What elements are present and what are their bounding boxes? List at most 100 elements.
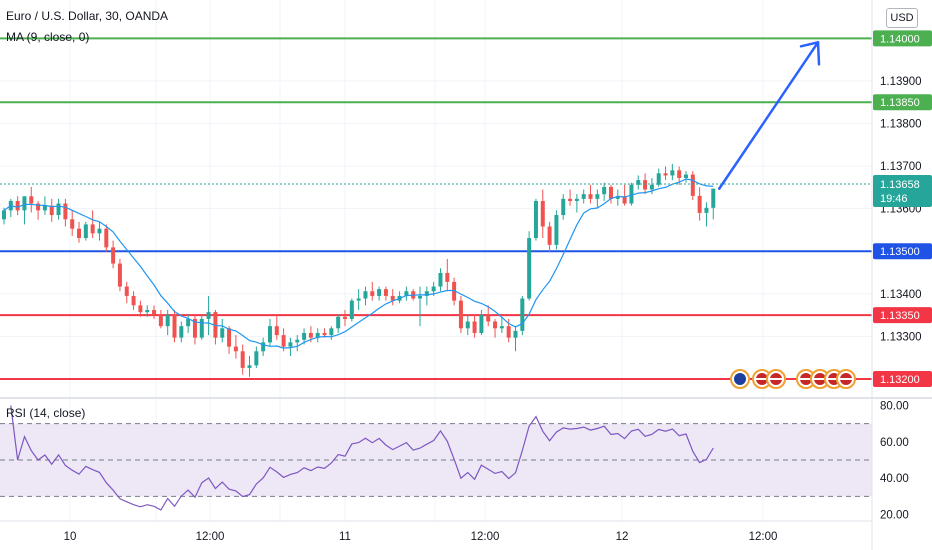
candle-body bbox=[493, 321, 498, 329]
us-flag-icon bbox=[810, 369, 830, 389]
candles bbox=[2, 163, 716, 377]
candle-body bbox=[36, 203, 41, 211]
candle-body bbox=[77, 228, 82, 239]
candle-body bbox=[418, 295, 423, 299]
candle-body bbox=[254, 351, 259, 366]
price-axis[interactable]: 1.139001.138001.137001.136001.134001.133… bbox=[880, 76, 922, 343]
price-tick-label: 1.13300 bbox=[880, 331, 922, 343]
time-tick-label: 12:00 bbox=[471, 531, 500, 543]
rsi-legend[interactable]: RSI (14, close) bbox=[6, 406, 86, 420]
candle-body bbox=[322, 332, 327, 336]
candle-body bbox=[70, 219, 75, 229]
candle-body bbox=[261, 342, 266, 352]
candle-body bbox=[117, 263, 122, 287]
candle-body bbox=[615, 196, 620, 199]
candle-body bbox=[56, 203, 61, 216]
candle-body bbox=[281, 335, 286, 347]
time-tick-label: 10 bbox=[64, 531, 77, 543]
candle-body bbox=[629, 184, 634, 204]
candle-body bbox=[622, 196, 627, 204]
price-tick-label: 1.13900 bbox=[880, 76, 922, 88]
candle-body bbox=[138, 305, 143, 313]
candle-body bbox=[697, 195, 702, 213]
event-flag bbox=[734, 373, 746, 385]
price-tag-box bbox=[873, 94, 932, 111]
candle-body bbox=[49, 205, 54, 216]
us-flag-icon bbox=[836, 369, 856, 389]
rsi-axis[interactable]: 80.00 60.00 40.00 20.00 bbox=[880, 400, 909, 521]
candle-body bbox=[199, 318, 204, 338]
candle-body bbox=[131, 295, 136, 306]
candle-body bbox=[506, 326, 511, 338]
ma-legend[interactable]: MA (9, close, 0) bbox=[6, 30, 90, 44]
candle-body bbox=[83, 224, 88, 239]
price-tags: 1.14000 1.13850 1.13500 1.13350 1.13200 1.136… bbox=[873, 30, 932, 387]
candle-body bbox=[561, 198, 566, 216]
candle-body bbox=[588, 194, 593, 199]
candle-body bbox=[602, 186, 607, 195]
event-stripe bbox=[800, 378, 812, 380]
candle-body bbox=[554, 215, 559, 245]
candle-body bbox=[472, 321, 477, 333]
candle-body bbox=[479, 314, 484, 333]
candle-body bbox=[336, 316, 341, 329]
candle-body bbox=[267, 326, 272, 343]
candle-body bbox=[690, 174, 695, 196]
event-stripe bbox=[756, 378, 768, 380]
candle-body bbox=[145, 309, 150, 313]
projection-arrow[interactable] bbox=[718, 41, 821, 190]
currency-button[interactable]: USD bbox=[886, 8, 918, 28]
candle-body bbox=[568, 198, 573, 201]
candle-body bbox=[581, 194, 586, 199]
candle-body bbox=[240, 351, 245, 368]
price-tag-text: 19:46 bbox=[880, 193, 908, 205]
candle-body bbox=[452, 281, 457, 301]
event-stripe bbox=[840, 378, 852, 380]
price-tick-label: 1.13400 bbox=[880, 289, 922, 301]
candle-body bbox=[684, 174, 688, 178]
symbol-legend[interactable]: Euro / U.S. Dollar, 30, OANDA bbox=[6, 9, 169, 23]
candle-body bbox=[63, 203, 68, 220]
candle-body bbox=[377, 289, 382, 296]
candle-body bbox=[595, 194, 600, 199]
candle-body bbox=[42, 205, 47, 211]
price-tag-box bbox=[873, 307, 932, 324]
candle-body bbox=[213, 312, 218, 338]
candle-body bbox=[172, 314, 177, 338]
candle-body bbox=[124, 286, 129, 296]
event-icons[interactable] bbox=[730, 369, 856, 389]
candle-body bbox=[206, 312, 211, 319]
candle-body bbox=[677, 170, 682, 178]
candle-body bbox=[574, 198, 579, 201]
candle-body bbox=[486, 314, 491, 322]
arrow-head bbox=[799, 41, 821, 66]
candle-body bbox=[663, 173, 668, 176]
rsi-tick-label: 80.00 bbox=[880, 400, 909, 412]
time-axis[interactable]: 10 12:00 11 12:00 12 12:00 bbox=[64, 531, 778, 543]
price-tick-label: 1.13800 bbox=[880, 118, 922, 130]
candle-body bbox=[179, 326, 184, 338]
candle-body bbox=[499, 326, 504, 329]
candle-body bbox=[192, 318, 197, 338]
candle-body bbox=[295, 339, 300, 343]
candle-body bbox=[356, 298, 361, 301]
candle-body bbox=[445, 272, 450, 282]
candle-body bbox=[404, 291, 409, 296]
time-tick-label: 12:00 bbox=[196, 531, 225, 543]
time-tick-label: 11 bbox=[339, 531, 351, 543]
event-stripe bbox=[814, 378, 826, 380]
price-tag-box bbox=[873, 243, 932, 260]
candle-body bbox=[186, 318, 191, 327]
price-tick-label: 1.13700 bbox=[880, 161, 922, 173]
candle-body bbox=[649, 184, 654, 190]
candle-body bbox=[527, 238, 532, 299]
eu-flag-icon bbox=[730, 369, 750, 389]
candle-body bbox=[97, 228, 102, 234]
rsi-panel bbox=[0, 423, 872, 497]
price-tag-text: 1.13850 bbox=[880, 97, 920, 109]
price-tag-box bbox=[873, 30, 932, 47]
candle-body bbox=[608, 186, 613, 199]
candle-body bbox=[458, 300, 463, 329]
candle-body bbox=[390, 295, 395, 301]
